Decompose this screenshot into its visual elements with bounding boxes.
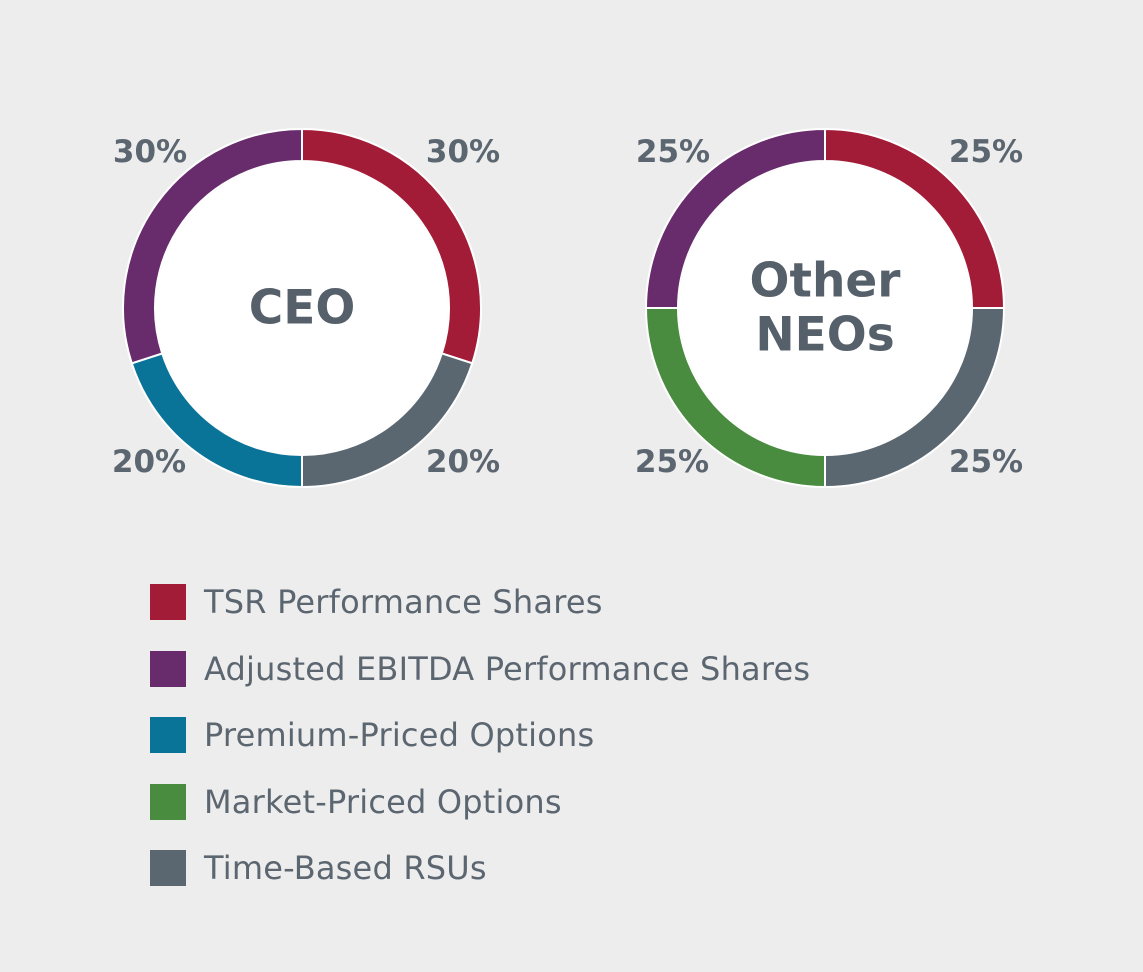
legend-item: TSR Performance Shares (150, 569, 810, 636)
donut-chart-ceo: 30% 20% 20% 30% CEO (112, 127, 500, 489)
donut-hole (156, 162, 448, 454)
slice-percent-label: 25% (636, 134, 710, 170)
legend-label: Adjusted EBITDA Performance Shares (204, 649, 811, 688)
slice-percent-label: 20% (426, 444, 500, 480)
legend-swatch (150, 717, 186, 754)
slice-percent-label: 25% (949, 444, 1023, 480)
slice-percent-label: 30% (113, 134, 187, 170)
legend-label: Time-Based RSUs (204, 849, 487, 888)
legend-label: Market-Priced Options (204, 782, 562, 821)
slice-percent-label: 25% (949, 134, 1023, 170)
legend-label: TSR Performance Shares (204, 583, 603, 622)
legend-item: Adjusted EBITDA Performance Shares (150, 636, 810, 703)
slice-percent-label: 30% (426, 134, 500, 170)
slice-percent-label: 25% (635, 444, 709, 480)
donut-slice-adjusted-ebitda-performance-shares (122, 127, 303, 365)
legend-label: Premium-Priced Options (204, 716, 595, 755)
slice-percent-label: 20% (112, 444, 186, 480)
donut-hole (679, 162, 971, 454)
legend-swatch (150, 584, 186, 621)
donut-center-title: NEOs (755, 308, 894, 363)
legend-item: Premium-Priced Options (150, 702, 810, 769)
legend-swatch (150, 783, 186, 820)
legend: TSR Performance Shares Adjusted EBITDA P… (150, 569, 810, 902)
legend-item: Time-Based RSUs (150, 835, 810, 902)
donut-center-title: Other (750, 254, 902, 309)
donut-slice-adjusted-ebitda-performance-shares (644, 127, 826, 309)
legend-item: Market-Priced Options (150, 769, 810, 836)
legend-swatch (150, 650, 186, 687)
donut-center-title: CEO (249, 281, 356, 336)
legend-swatch (150, 850, 186, 887)
